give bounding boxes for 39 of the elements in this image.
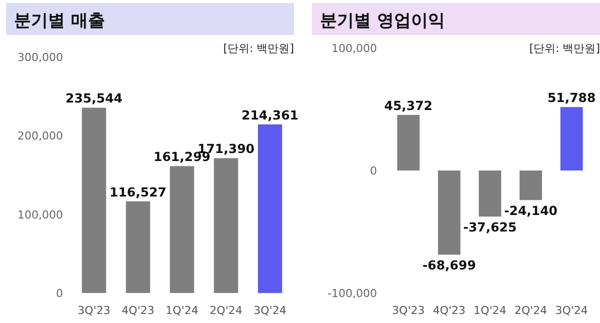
data-label: -37,625 <box>463 220 517 235</box>
y-tick-label: 100,000 <box>332 42 377 55</box>
data-label: 51,788 <box>547 90 596 106</box>
data-label: 214,361 <box>242 107 298 122</box>
x-tick-label: 1Q'24 <box>166 304 198 317</box>
y-tick-label: 300,000 <box>18 51 63 64</box>
x-tick-label: 2Q'24 <box>514 304 548 317</box>
data-label: 235,544 <box>66 90 123 106</box>
y-tick-label: 0 <box>370 164 377 178</box>
text: [단위: 백만원] <box>223 42 294 55</box>
x-tick-label: 2Q'24 <box>210 304 242 317</box>
bar <box>560 107 583 170</box>
data-label: -68,699 <box>422 258 476 273</box>
x-tick-label: 3Q'24 <box>254 304 286 317</box>
y-tick-label: 200,000 <box>18 130 63 143</box>
data-label: -24,140 <box>504 203 558 218</box>
x-tick-label: 1Q'24 <box>474 304 506 317</box>
bar <box>170 166 194 293</box>
annotation: [단위: 백만원] <box>529 42 600 55</box>
x-tick-label: 3Q'23 <box>78 304 110 317</box>
bar <box>520 170 542 200</box>
bar <box>478 170 502 217</box>
data-label: 116,527 <box>110 184 166 200</box>
bar <box>214 158 238 293</box>
data-label: 45,372 <box>384 98 433 113</box>
chart-title: 분기별 영업이익 <box>320 11 445 31</box>
y-tick-label: 0 <box>56 287 63 300</box>
bar <box>82 108 106 293</box>
chart-title: 분기별 매출 <box>14 11 105 31</box>
bar <box>258 124 282 293</box>
x-tick-label: 4Q'23 <box>432 304 466 317</box>
y-tick-label: -100,000 <box>328 287 377 300</box>
x-tick-label: 3Q'23 <box>392 304 425 317</box>
bar <box>126 201 150 293</box>
bar <box>397 114 420 170</box>
y-tick-label: 100,000 <box>18 208 63 222</box>
bar <box>438 170 460 255</box>
x-tick-label: 3Q'24 <box>555 304 588 317</box>
x-tick-label: 4Q'23 <box>122 304 154 317</box>
